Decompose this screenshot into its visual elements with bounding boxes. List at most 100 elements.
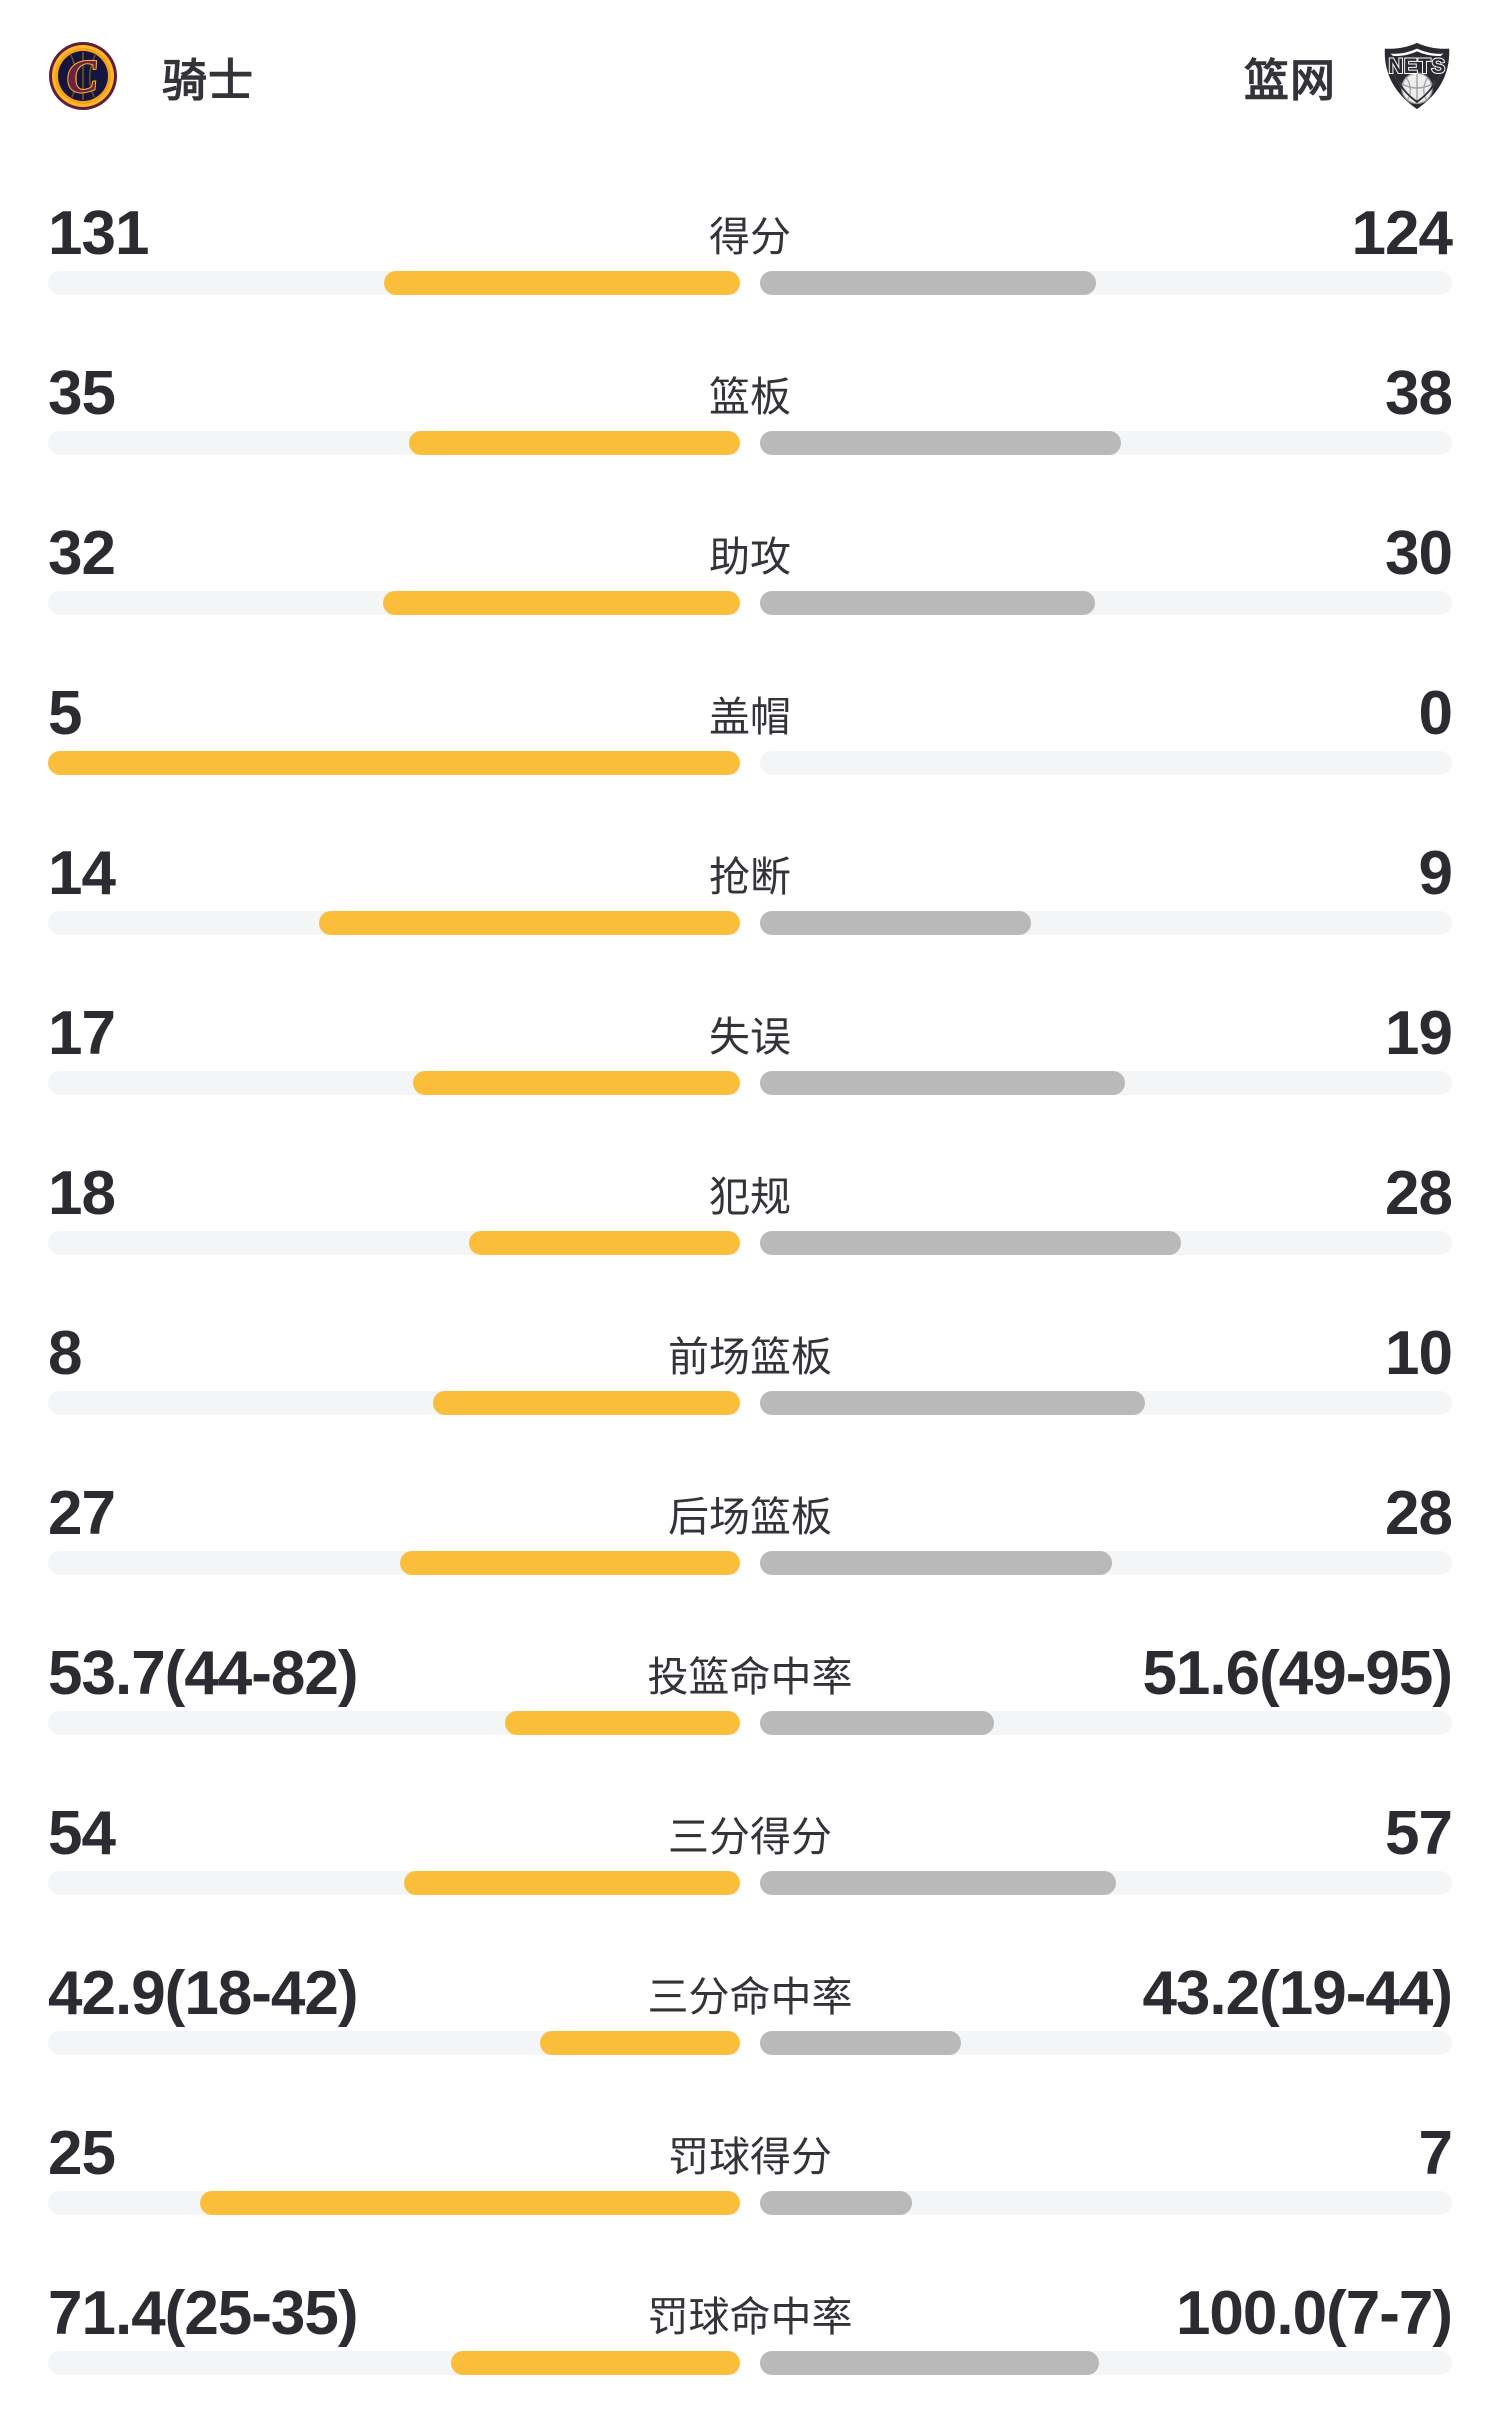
home-bar-track (48, 751, 740, 775)
away-value: 10 (1385, 1318, 1453, 1388)
away-value: 9 (1418, 838, 1453, 908)
home-value: 131 (48, 198, 149, 268)
away-bar-fill (760, 431, 1121, 455)
away-bar-fill (760, 271, 1097, 295)
stat-label: 三分得分 (668, 1814, 832, 1860)
stat-row-assists: 32 助攻 30 (0, 515, 1500, 675)
stat-row-field-goal-pct: 53.7(44-82) 投篮命中率 51.6(49-95) (0, 1635, 1500, 1795)
away-value: 0 (1418, 678, 1453, 748)
home-value: 32 (48, 518, 116, 588)
away-bar-fill (760, 911, 1031, 935)
home-bar-track (48, 431, 740, 455)
stat-row-rebounds: 35 篮板 38 (0, 355, 1500, 515)
stat-label: 助攻 (709, 534, 791, 580)
away-value: 57 (1385, 1798, 1453, 1868)
home-bar-track (48, 271, 740, 295)
home-value: 27 (48, 1478, 116, 1548)
home-bar-fill (504, 1711, 740, 1735)
away-value: 124 (1351, 198, 1453, 268)
stat-label: 后场篮板 (668, 1494, 832, 1540)
home-bar-track (48, 1551, 740, 1575)
away-bar-track (760, 431, 1452, 455)
away-bar-track (760, 1871, 1452, 1895)
away-bar-fill (760, 2031, 962, 2055)
away-bar-fill (760, 1871, 1116, 1895)
home-value: 18 (48, 1158, 116, 1228)
home-bar-fill (318, 911, 740, 935)
home-value: 53.7(44-82) (48, 1638, 359, 1708)
stat-label: 失误 (709, 1014, 791, 1060)
away-bar-fill (760, 1071, 1126, 1095)
away-bar-track (760, 1231, 1452, 1255)
away-bar-track (760, 1551, 1452, 1575)
away-value: 100.0(7-7) (1175, 2278, 1453, 2348)
svg-text:NETS: NETS (1388, 55, 1445, 78)
stat-label: 三分命中率 (647, 1974, 853, 2020)
stat-label: 犯规 (709, 1174, 791, 1220)
away-bar-track (760, 1711, 1452, 1735)
away-bar-track (760, 2031, 1452, 2055)
stat-row-three-point-pct: 42.9(18-42) 三分命中率 43.2(19-44) (0, 1955, 1500, 2115)
away-value: 30 (1385, 518, 1453, 588)
away-value: 28 (1385, 1158, 1453, 1228)
away-bar-track (760, 911, 1452, 935)
home-bar-track (48, 911, 740, 935)
stat-row-points: 131 得分 124 (0, 195, 1500, 355)
stat-label: 抢断 (709, 854, 791, 900)
stat-label: 罚球命中率 (647, 2294, 853, 2340)
away-bar-track (760, 2191, 1452, 2215)
away-bar-track (760, 2351, 1452, 2375)
home-value: 5 (48, 678, 82, 748)
home-value: 42.9(18-42) (48, 1958, 359, 2028)
home-bar-fill (408, 431, 740, 455)
home-bar-track (48, 1711, 740, 1735)
away-bar-track (760, 591, 1452, 615)
home-value: 8 (48, 1318, 82, 1388)
stat-label: 盖帽 (709, 694, 791, 740)
home-value: 17 (48, 998, 116, 1068)
stat-row-steals: 14 抢断 9 (0, 835, 1500, 995)
away-team-header[interactable]: 篮网 NETS (1244, 41, 1452, 111)
away-value: 51.6(49-95) (1142, 1638, 1453, 1708)
stat-label: 投篮命中率 (647, 1654, 853, 1700)
cavaliers-logo-icon: C (49, 42, 117, 110)
stat-row-fouls: 18 犯规 28 (0, 1155, 1500, 1315)
home-bar-track (48, 1871, 740, 1895)
home-value: 14 (48, 838, 116, 908)
away-value: 7 (1418, 2118, 1453, 2188)
matchup-header: C 骑士 篮网 NETS (0, 0, 1500, 112)
stat-row-free-throw-points: 25 罚球得分 7 (0, 2115, 1500, 2275)
home-bar-track (48, 2031, 740, 2055)
stat-row-offensive-rebounds: 8 前场篮板 10 (0, 1315, 1500, 1475)
home-bar-fill (403, 1871, 740, 1895)
away-bar-fill (760, 1711, 994, 1735)
home-team-header[interactable]: C 骑士 (48, 41, 254, 111)
home-bar-fill (413, 1071, 740, 1095)
home-bar-fill (382, 591, 740, 615)
away-bar-track (760, 1391, 1452, 1415)
away-team-name: 篮网 (1243, 54, 1336, 106)
home-bar-fill (432, 1391, 740, 1415)
home-bar-track (48, 2191, 740, 2215)
stat-row-defensive-rebounds: 27 后场篮板 28 (0, 1475, 1500, 1635)
home-bar-fill (400, 1551, 740, 1575)
home-bar-fill (199, 2191, 740, 2215)
home-bar-fill (540, 2031, 740, 2055)
stat-row-free-throw-pct: 71.4(25-35) 罚球命中率 100.0(7-7) (0, 2275, 1500, 2435)
stat-row-blocks: 5 盖帽 0 (0, 675, 1500, 835)
stat-label: 得分 (709, 214, 791, 260)
stats-list: 131 得分 124 35 篮板 38 32 助攻 (0, 195, 1500, 2435)
home-bar-fill (384, 271, 740, 295)
stat-label: 篮板 (709, 374, 791, 420)
home-value: 54 (48, 1798, 116, 1868)
away-bar-fill (760, 1551, 1113, 1575)
home-bar-fill (48, 751, 740, 775)
away-bar-fill (760, 2351, 1100, 2375)
stat-row-three-point-points: 54 三分得分 57 (0, 1795, 1500, 1955)
home-team-name: 骑士 (162, 54, 255, 106)
away-value: 43.2(19-44) (1142, 1958, 1453, 2028)
home-bar-track (48, 1391, 740, 1415)
home-bar-fill (469, 1231, 740, 1255)
home-value: 25 (48, 2118, 116, 2188)
